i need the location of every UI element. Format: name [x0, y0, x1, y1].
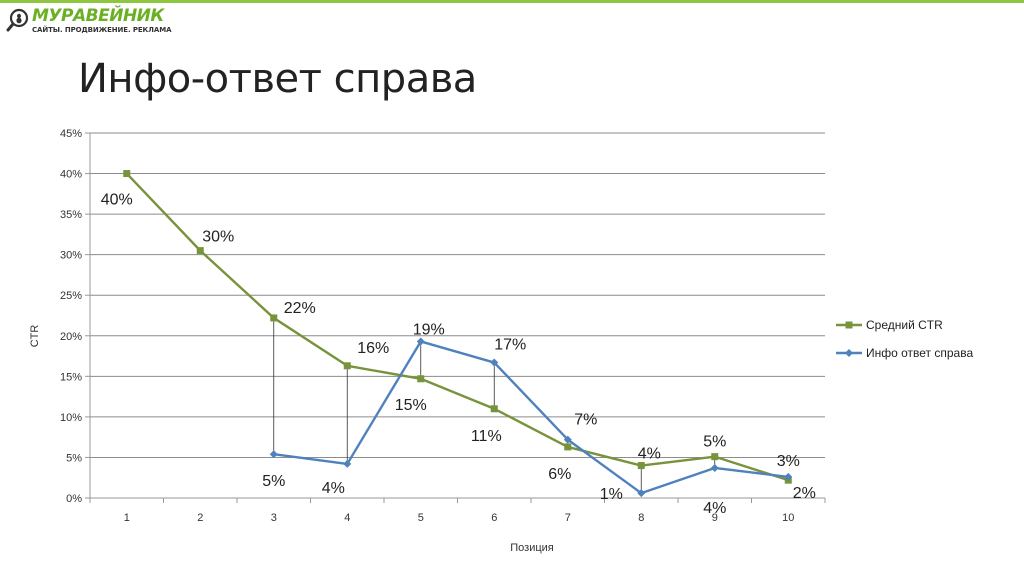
y-tick-label: 5% — [66, 452, 82, 464]
x-tick-label: 7 — [565, 512, 571, 524]
series-layer — [123, 170, 793, 498]
data-label-info-answer: 4% — [703, 500, 726, 517]
x-tick-label: 8 — [638, 512, 644, 524]
data-label-avg-ctr: 30% — [202, 229, 234, 246]
data-point-diamond — [637, 489, 646, 498]
x-tick-label: 10 — [782, 512, 794, 524]
logo: МУРАВЕЙНИК САЙТЫ. ПРОДВИЖЕНИЕ. РЕКЛАМА — [6, 6, 172, 34]
data-point-square — [270, 314, 278, 322]
data-point-diamond — [490, 358, 499, 367]
data-label-avg-ctr: 16% — [357, 340, 389, 357]
data-point-square — [343, 362, 351, 370]
data-label-info-answer: 7% — [574, 412, 597, 429]
x-tick-label: 2 — [197, 512, 203, 524]
y-tick-label: 20% — [60, 331, 82, 343]
data-point-square — [564, 443, 572, 451]
y-tick-label: 25% — [60, 290, 82, 302]
x-tick-label: 9 — [712, 512, 718, 524]
legend-marker-square — [845, 321, 853, 329]
top-accent-bar — [0, 0, 1024, 3]
data-label-info-answer: 1% — [600, 486, 623, 503]
y-tick-label: 35% — [60, 209, 82, 221]
x-axis-label: Позиция — [510, 542, 554, 554]
slide-title: Инфо-ответ справа — [78, 56, 477, 102]
data-point-diamond — [784, 472, 793, 481]
data-label-info-answer: 19% — [413, 321, 445, 338]
x-tick-label: 1 — [124, 512, 130, 524]
data-label-avg-ctr: 11% — [471, 428, 502, 445]
data-point-square — [417, 375, 425, 383]
legend-entry-1: Средний CTR — [866, 318, 943, 332]
data-point-square — [490, 405, 498, 413]
y-axis-label: CTR — [29, 325, 41, 348]
data-point-square — [196, 247, 204, 255]
data-point-square — [637, 462, 645, 470]
data-point-square — [711, 453, 719, 461]
logo-tagline: САЙТЫ. ПРОДВИЖЕНИЕ. РЕКЛАМА — [32, 26, 172, 34]
data-label-avg-ctr: 5% — [703, 434, 726, 451]
data-label-avg-ctr: 2% — [793, 485, 816, 502]
data-label-avg-ctr: 40% — [101, 192, 133, 209]
x-tick-label: 3 — [271, 512, 277, 524]
data-label-info-answer: 5% — [262, 473, 285, 490]
data-label-info-answer: 3% — [777, 453, 800, 470]
data-label-info-answer: 17% — [494, 337, 526, 354]
data-point-diamond — [269, 450, 278, 459]
data-point-diamond — [343, 459, 352, 468]
y-tick-label: 30% — [60, 250, 82, 262]
connector-lines — [273, 317, 716, 494]
magnifier-ant-icon — [6, 8, 29, 32]
legend-marker-diamond — [845, 349, 853, 357]
x-tick-label: 4 — [344, 512, 350, 524]
x-tick-label: 5 — [418, 512, 424, 524]
data-label-avg-ctr: 15% — [395, 397, 427, 414]
y-tick-label: 45% — [60, 128, 82, 140]
y-tick-label: 0% — [66, 493, 82, 505]
y-tick-label: 40% — [60, 169, 82, 181]
y-tick-label: 15% — [60, 371, 82, 383]
data-point-diamond — [416, 337, 425, 346]
x-tick-label: 6 — [491, 512, 497, 524]
logo-name: МУРАВЕЙНИК — [32, 6, 164, 26]
data-labels: 40% 30% 22% 16% 15% 11% 6% 4% 5% 2% 5% 4% 19% 17% 7% 1%… — [101, 192, 816, 517]
data-label-avg-ctr: 6% — [548, 466, 571, 483]
data-label-info-answer: 4% — [322, 480, 345, 497]
data-point-diamond — [710, 463, 719, 472]
data-label-avg-ctr: 4% — [638, 446, 661, 463]
y-tick-label: 10% — [60, 412, 82, 424]
legend: Средний CTR Инфо ответ справа — [836, 318, 973, 360]
data-label-avg-ctr: 22% — [284, 300, 316, 317]
series-line-2 — [273, 340, 789, 495]
data-point-diamond — [563, 435, 572, 444]
data-point-square — [123, 170, 131, 178]
series-line-1 — [125, 172, 789, 482]
axis-ticks: 0% 5% 10% 15% 20% 25% 30% 35% 40% 45% 1 2 3 4 5 6 7 8 9 10 — [60, 128, 794, 524]
legend-entry-2: Инфо ответ справа — [866, 346, 973, 360]
